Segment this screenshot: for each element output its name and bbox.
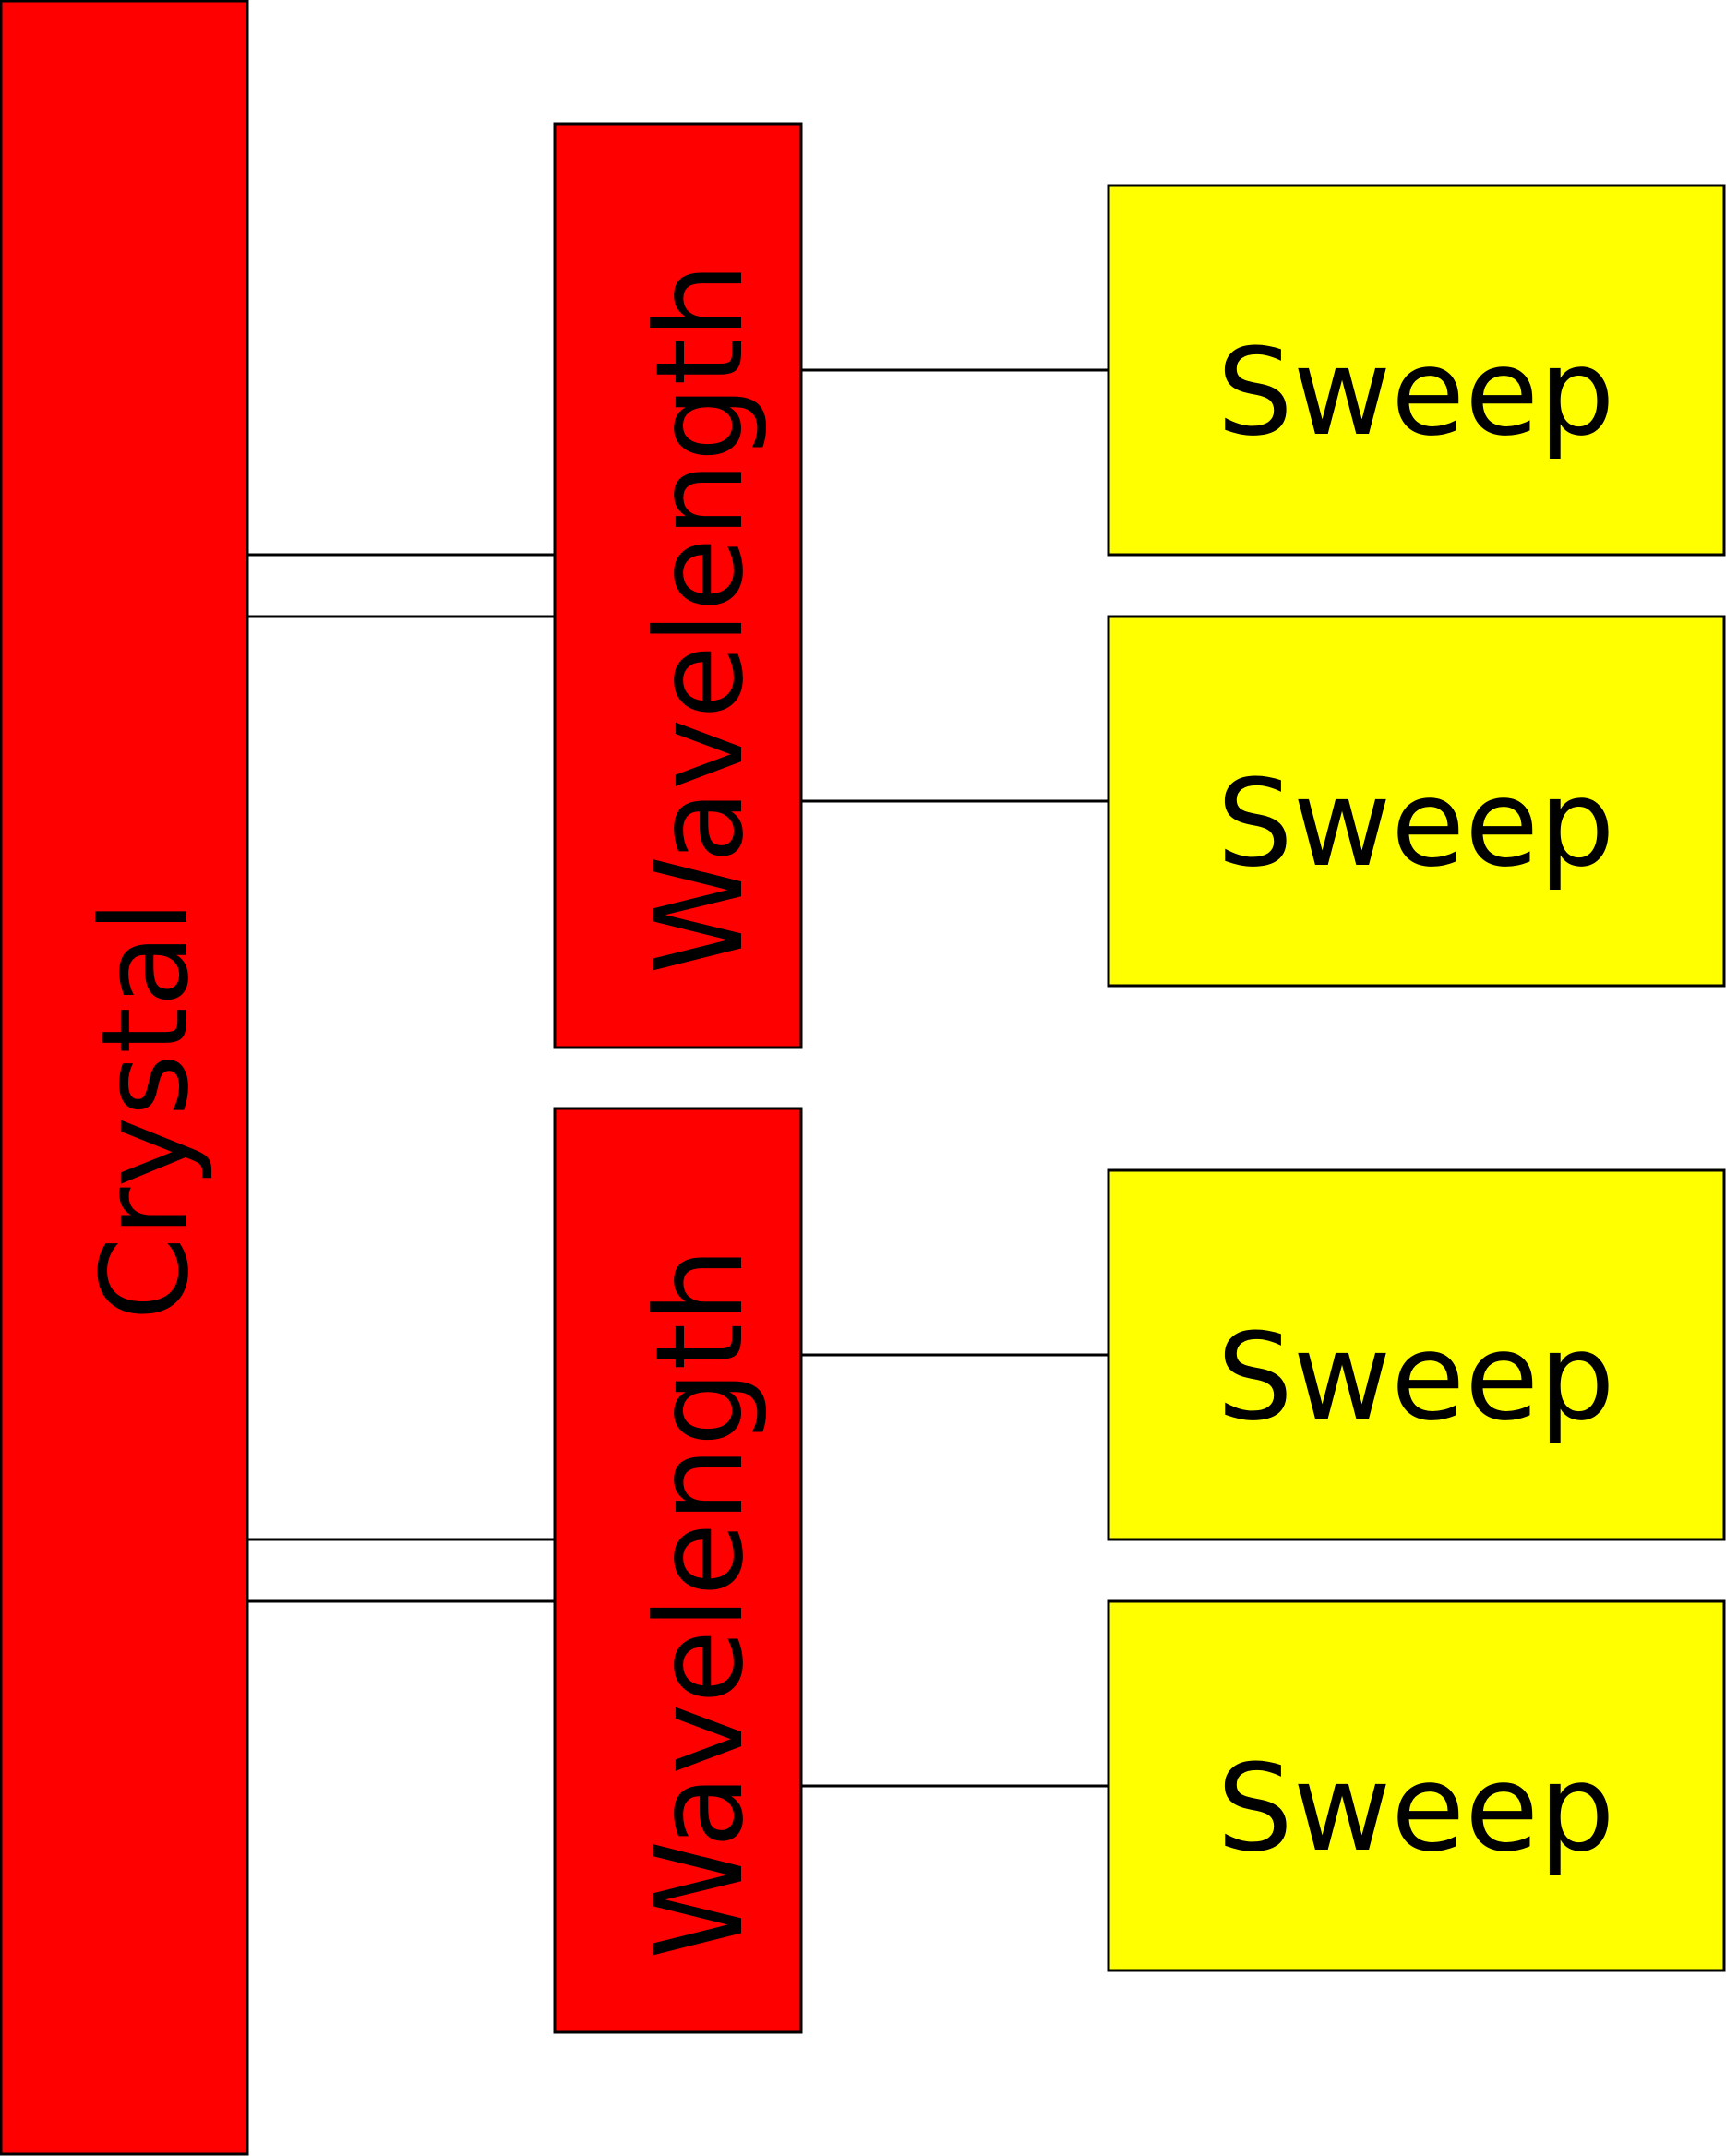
sweep-1-1-label: Sweep <box>1217 322 1614 462</box>
sweep-2-2-label: Sweep <box>1217 1738 1614 1878</box>
sweep-node-1-1: Sweep <box>1107 184 1726 557</box>
sweep-1-1-box <box>1107 184 1726 557</box>
sweep-node-2-1: Sweep <box>1107 1168 1726 1541</box>
sweep-1-2-box <box>1107 615 1726 988</box>
sweep-2-1-label: Sweep <box>1217 1307 1614 1447</box>
wavelength-1-label: Wavelength <box>629 262 770 974</box>
sweep-1-2-label: Sweep <box>1217 753 1614 893</box>
sweep-2-2-box <box>1107 1599 1726 1972</box>
sweep-node-2-2: Sweep <box>1107 1599 1726 1972</box>
crystal-label: Crystal <box>75 900 215 1321</box>
wavelength-node-2: Wavelength <box>553 1107 803 2034</box>
wavelength-node-1: Wavelength <box>553 122 803 1049</box>
crystal-node: Crystal <box>0 0 249 2156</box>
sweep-node-1-2: Sweep <box>1107 615 1726 988</box>
wavelength-2-label: Wavelength <box>629 1247 770 1958</box>
wavelength-2-box <box>553 1107 803 2034</box>
wavelength-1-box <box>553 122 803 1049</box>
sweep-2-1-box <box>1107 1168 1726 1541</box>
crystal-box <box>0 0 249 2156</box>
